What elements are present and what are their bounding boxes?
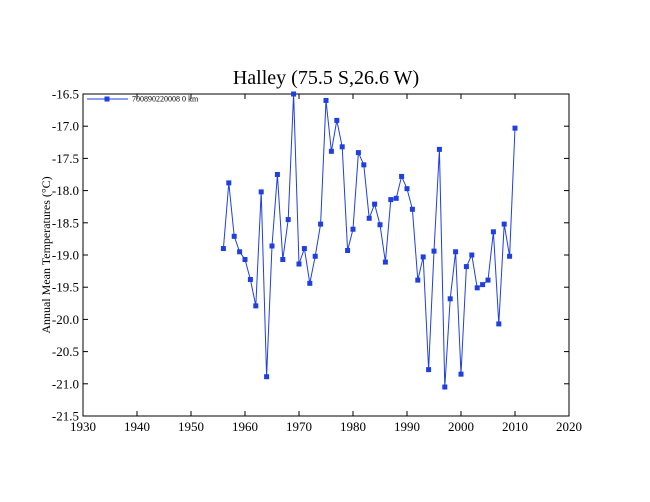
data-point	[485, 277, 491, 283]
chart-title: Halley (75.5 S,26.6 W)	[233, 67, 419, 89]
legend: 700890220008 0 km	[87, 95, 199, 104]
data-point	[420, 254, 426, 260]
x-tick-label: 1940	[124, 419, 150, 434]
x-tick-label: 1930	[70, 419, 96, 434]
data-point	[350, 226, 356, 232]
data-point	[253, 303, 259, 309]
data-point	[507, 253, 513, 259]
data-point	[377, 222, 383, 228]
data-point	[453, 249, 459, 255]
data-point	[388, 197, 394, 203]
data-point	[372, 201, 378, 207]
data-point	[415, 277, 421, 283]
data-point	[258, 189, 264, 195]
x-tick-label: 2000	[448, 419, 474, 434]
data-point	[296, 261, 302, 267]
data-point	[442, 384, 448, 390]
y-tick-label: -19.5	[52, 280, 79, 295]
data-point	[280, 257, 286, 263]
data-point	[247, 276, 253, 282]
data-point	[339, 144, 345, 150]
data-point	[431, 248, 437, 254]
data-point	[409, 206, 415, 212]
data-point	[399, 173, 405, 179]
x-tick-label: 2010	[502, 419, 528, 434]
x-tick-label: 2020	[556, 419, 582, 434]
y-tick-label: -18.5	[52, 215, 79, 230]
y-tick-label: -19.0	[52, 248, 79, 263]
data-point	[323, 97, 329, 103]
y-tick-label: -17.5	[52, 151, 79, 166]
data-point	[334, 117, 340, 123]
y-tick-label: -20.0	[52, 312, 79, 327]
data-point	[237, 249, 243, 255]
data-point	[231, 233, 237, 239]
series-line	[222, 93, 516, 388]
x-axis: 1930 1940 1950 1960 1970 1980 1990 2000 2010 2020	[70, 94, 582, 434]
data-point	[328, 148, 334, 154]
data-point	[436, 146, 442, 152]
legend-label: 700890220008 0 km	[132, 95, 199, 104]
data-point	[393, 195, 399, 201]
data-point	[382, 259, 388, 265]
x-tick-label: 1970	[286, 419, 312, 434]
data-point	[404, 186, 410, 192]
y-tick-label: -20.5	[52, 344, 79, 359]
data-point	[426, 367, 432, 373]
y-tick-label: -16.5	[52, 87, 79, 102]
data-point	[447, 296, 453, 302]
data-point	[490, 229, 496, 235]
legend-marker	[104, 96, 110, 102]
y-tick-label: -21.5	[52, 409, 79, 424]
data-point	[274, 172, 280, 177]
data-point	[512, 125, 518, 131]
y-tick-label: -18.0	[52, 183, 79, 198]
x-tick-label: 1990	[394, 419, 420, 434]
data-point	[307, 280, 313, 286]
x-tick-label: 1980	[340, 419, 366, 434]
plot-frame	[82, 93, 570, 417]
x-tick-label: 1950	[178, 419, 204, 434]
data-point	[291, 91, 297, 97]
data-point	[242, 257, 248, 263]
data-point	[345, 247, 351, 253]
data-point	[301, 246, 307, 252]
series-layer	[220, 91, 518, 390]
data-point	[496, 321, 502, 327]
data-point	[355, 150, 361, 156]
data-point	[361, 162, 367, 168]
data-point	[220, 246, 226, 252]
data-point	[264, 374, 270, 380]
data-point	[269, 243, 275, 249]
data-point	[285, 217, 291, 223]
data-point	[474, 285, 480, 291]
y-axis-label: Annual Mean Temperatures (°C)	[39, 176, 53, 333]
data-point	[469, 252, 475, 258]
x-tick-label: 1960	[232, 419, 258, 434]
data-point	[226, 180, 232, 186]
y-axis: -16.5 -17.0 -17.5 -18.0 -18.5 -19.0 -19.5 -20.0…	[52, 87, 569, 424]
data-point	[318, 221, 324, 227]
data-point	[312, 253, 318, 259]
data-point	[366, 215, 372, 221]
data-point	[463, 264, 469, 270]
y-tick-label: -21.0	[52, 376, 79, 391]
data-point	[458, 371, 464, 377]
data-point	[501, 221, 507, 227]
y-tick-label: -17.0	[52, 119, 79, 134]
data-point	[480, 282, 486, 288]
